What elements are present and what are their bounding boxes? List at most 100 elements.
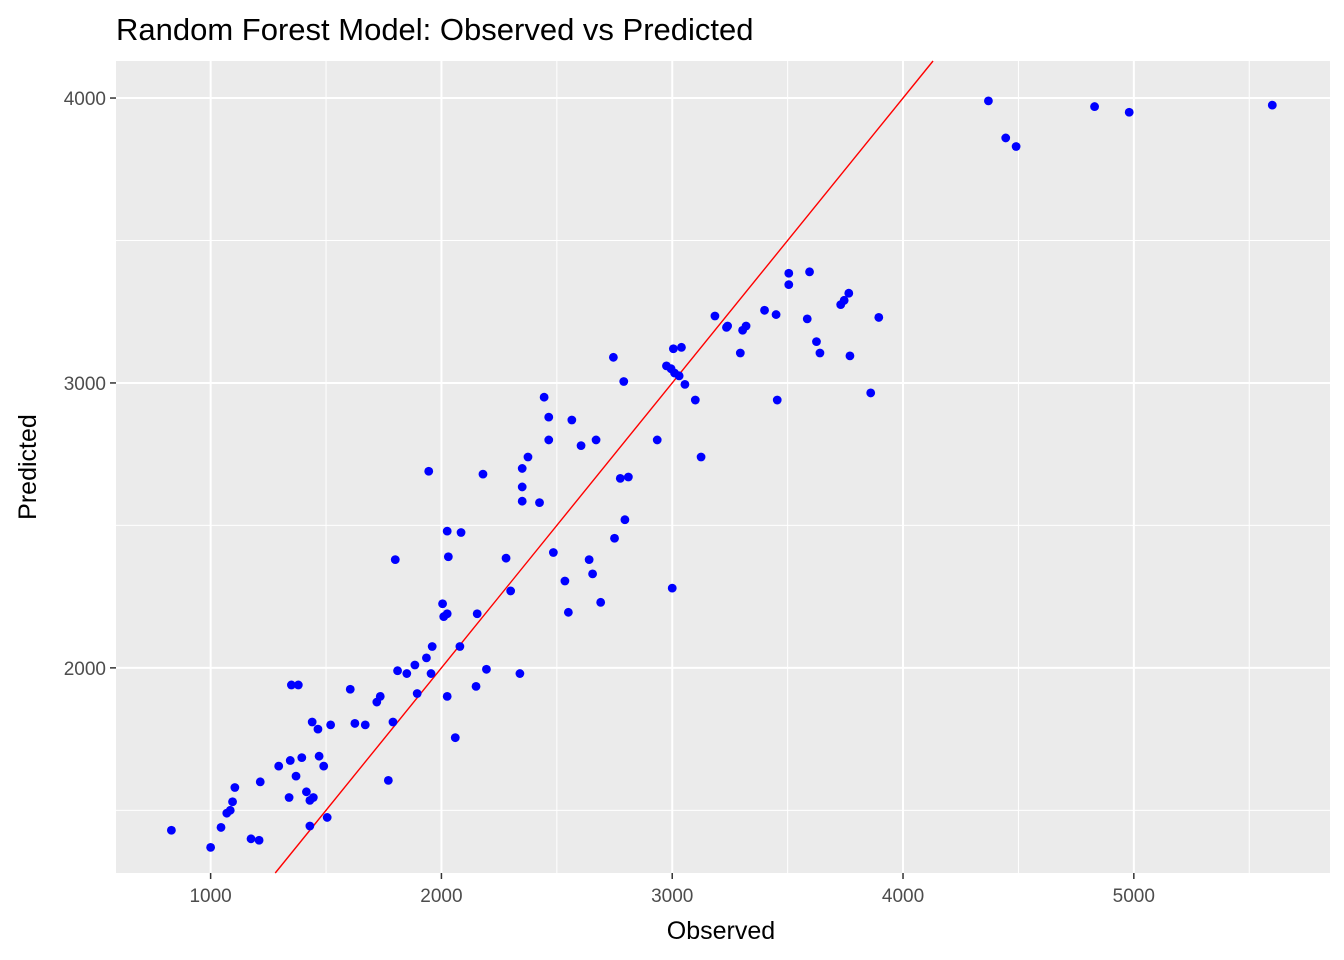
- data-point: [517, 464, 527, 473]
- data-point: [535, 498, 544, 508]
- data-point: [390, 555, 400, 564]
- data-point: [285, 756, 295, 765]
- data-point: [680, 379, 690, 389]
- data-point: [844, 288, 854, 298]
- data-point: [383, 776, 393, 785]
- data-point: [523, 452, 533, 462]
- plot-panel: [116, 61, 1330, 873]
- data-point: [567, 415, 577, 425]
- x-tick-label: 4000: [882, 886, 924, 907]
- data-point: [563, 607, 573, 617]
- data-point: [456, 528, 466, 537]
- data-point: [866, 388, 876, 398]
- x-axis: 1000 2000 3000 4000 5000: [189, 873, 1155, 907]
- data-point: [784, 268, 794, 278]
- data-point: [690, 395, 700, 405]
- data-point: [302, 787, 311, 797]
- data-point: [805, 267, 814, 277]
- data-point: [723, 321, 733, 331]
- data-point: [307, 717, 317, 727]
- data-point: [608, 352, 618, 362]
- data-point: [501, 553, 511, 563]
- data-point: [548, 548, 558, 557]
- data-point: [291, 771, 301, 781]
- data-point: [984, 96, 993, 106]
- data-point: [623, 472, 633, 482]
- grid-major: [116, 61, 1330, 873]
- data-point: [305, 821, 315, 831]
- data-point: [308, 793, 318, 802]
- data-point: [544, 435, 554, 445]
- x-tick-label: 1000: [189, 886, 231, 907]
- y-axis-title: Predicted: [14, 414, 42, 520]
- data-point: [619, 377, 629, 386]
- x-tick-label: 5000: [1113, 886, 1155, 907]
- data-point: [596, 597, 606, 607]
- data-point: [506, 586, 516, 596]
- data-point: [254, 835, 264, 845]
- grid-minor: [116, 61, 1330, 873]
- data-point: [402, 669, 412, 678]
- data-point: [322, 813, 332, 822]
- data-point: [674, 371, 684, 381]
- reference-line-layer: [274, 60, 934, 874]
- data-point: [1267, 100, 1277, 110]
- data-point: [839, 295, 849, 305]
- data-point: [375, 691, 385, 701]
- data-point: [591, 435, 601, 445]
- data-point: [1001, 133, 1011, 143]
- data-point: [166, 825, 176, 835]
- x-axis-title: Observed: [667, 917, 775, 945]
- data-point: [274, 761, 284, 771]
- data-point: [319, 761, 329, 771]
- y-axis: 2000 3000 4000: [64, 89, 116, 680]
- data-point: [1090, 102, 1099, 111]
- data-point: [874, 313, 884, 322]
- data-point: [1011, 142, 1021, 151]
- data-point: [216, 823, 226, 832]
- data-point: [802, 314, 812, 324]
- data-point: [517, 482, 527, 492]
- data-point: [478, 469, 488, 479]
- data-point: [576, 441, 586, 451]
- data-point: [255, 777, 265, 787]
- data-point: [246, 834, 256, 844]
- data-point: [515, 669, 525, 678]
- data-point: [450, 733, 460, 743]
- data-point: [471, 681, 481, 691]
- data-point: [426, 669, 436, 678]
- x-tick-label: 3000: [651, 886, 693, 907]
- data-point: [297, 753, 307, 763]
- data-point: [442, 609, 452, 619]
- data-point: [677, 342, 686, 352]
- data-point: [760, 305, 769, 315]
- data-point: [472, 609, 482, 619]
- data-point: [539, 392, 549, 402]
- data-point: [313, 724, 323, 734]
- data-point: [287, 680, 296, 690]
- data-point: [388, 717, 398, 727]
- data-point: [442, 691, 452, 701]
- data-point: [410, 660, 420, 670]
- data-point: [360, 720, 370, 730]
- data-point: [620, 515, 630, 525]
- data-point: [393, 666, 402, 676]
- data-point: [812, 337, 821, 347]
- data-point: [293, 680, 303, 690]
- data-point: [230, 783, 240, 792]
- data-point: [442, 526, 452, 536]
- data-point: [652, 435, 662, 445]
- data-point: [741, 321, 751, 331]
- data-point: [345, 684, 355, 694]
- data-point: [438, 599, 447, 609]
- data-point: [560, 576, 570, 586]
- data-point: [314, 751, 324, 761]
- x-tick-label: 2000: [420, 886, 462, 907]
- y-tick-label: 4000: [64, 89, 106, 110]
- data-point: [668, 344, 678, 354]
- data-point: [517, 496, 527, 506]
- data-point: [772, 395, 782, 405]
- data-point: [482, 664, 491, 674]
- data-point: [615, 473, 625, 483]
